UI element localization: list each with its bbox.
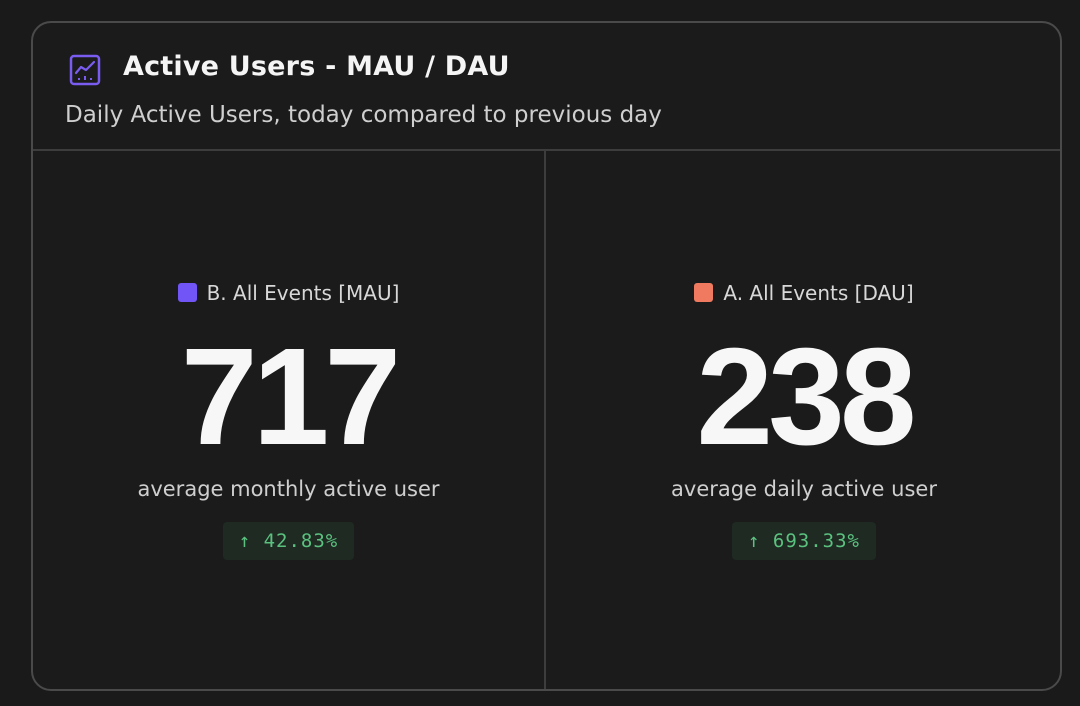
card-subtitle: Daily Active Users, today compared to pr… bbox=[65, 102, 662, 128]
mau-color-swatch bbox=[177, 283, 197, 302]
line-chart-icon bbox=[69, 54, 101, 86]
mau-change-badge: ↑ 42.83% bbox=[222, 522, 355, 560]
dau-color-swatch bbox=[694, 283, 714, 302]
legend-dau[interactable]: A. All Events [DAU] bbox=[546, 281, 1060, 305]
metric-panel-dau: A. All Events [DAU] 238 average daily ac… bbox=[546, 151, 1060, 689]
dau-change-badge: ↑ 693.33% bbox=[732, 522, 876, 560]
metric-panel-mau: B. All Events [MAU] 717 average monthly … bbox=[33, 151, 546, 689]
legend-label-mau: B. All Events [MAU] bbox=[206, 281, 400, 305]
dau-value: 238 bbox=[696, 320, 916, 474]
active-users-card: Active Users - MAU / DAU Daily Active Us… bbox=[31, 21, 1062, 691]
mau-caption: average monthly active user bbox=[137, 477, 440, 501]
legend-mau[interactable]: B. All Events [MAU] bbox=[33, 281, 544, 305]
card-title[interactable]: Active Users - MAU / DAU bbox=[123, 51, 510, 82]
mau-value: 717 bbox=[180, 320, 401, 474]
dau-caption: average daily active user bbox=[671, 477, 937, 501]
legend-label-dau: A. All Events [DAU] bbox=[723, 281, 914, 305]
card-header: Active Users - MAU / DAU Daily Active Us… bbox=[33, 23, 1060, 151]
